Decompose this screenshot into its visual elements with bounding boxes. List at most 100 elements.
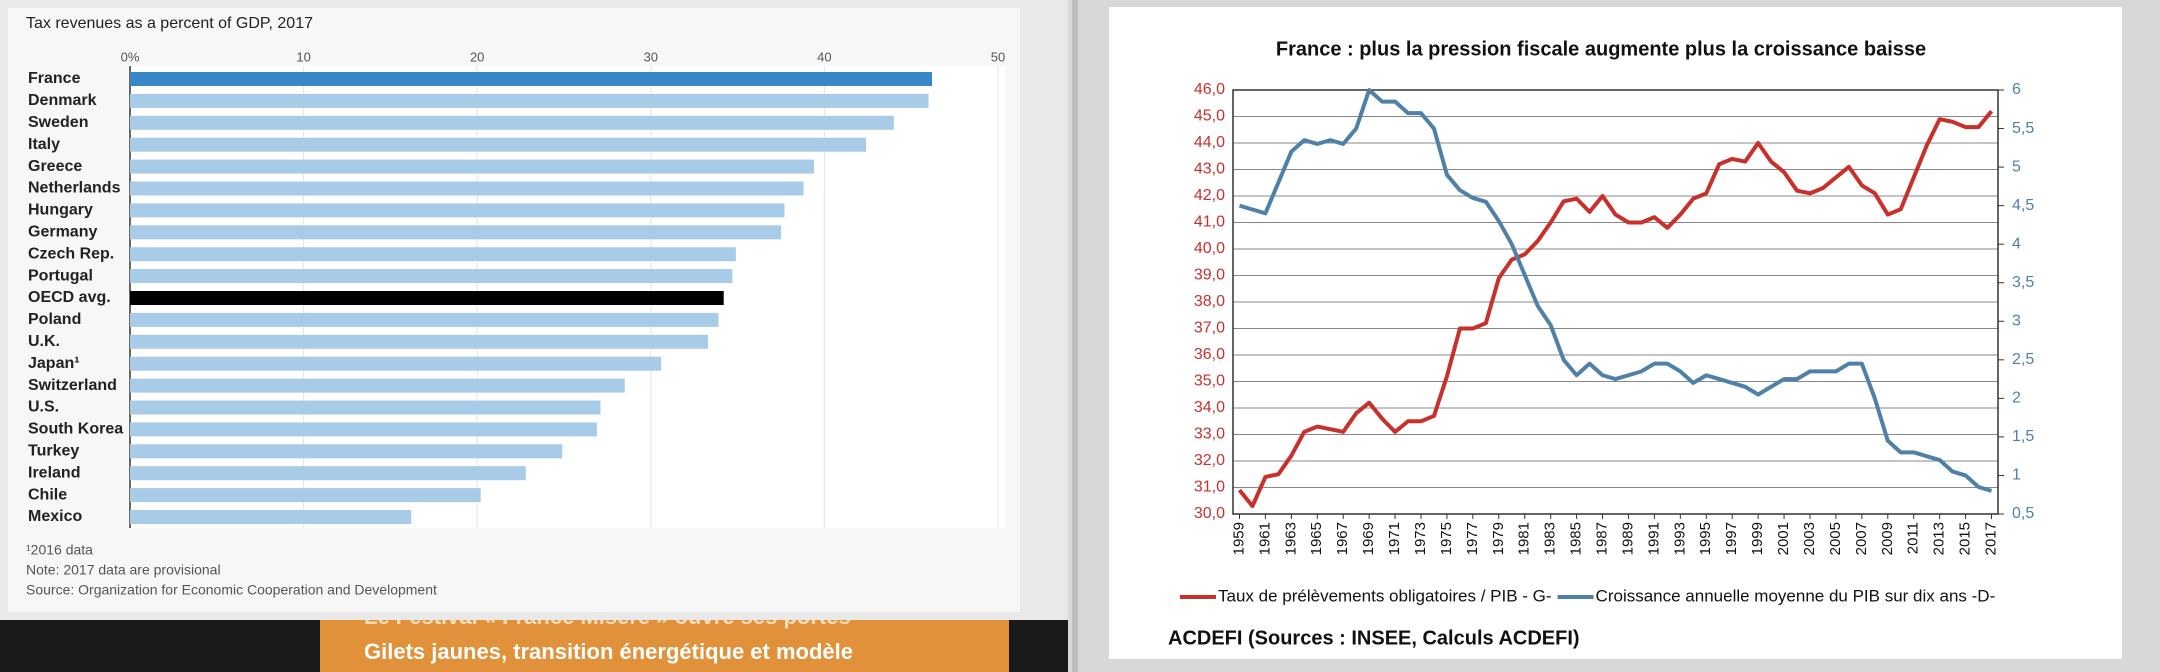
x-tick-label: 1983 <box>1542 522 1559 555</box>
x-tick-label: 1973 <box>1412 522 1429 555</box>
category-label: Greece <box>28 158 82 175</box>
x-tick-label: 10 <box>296 49 310 64</box>
category-label: Chile <box>28 486 67 503</box>
bar <box>130 400 601 415</box>
x-tick-label: 2011 <box>1905 522 1922 554</box>
bar <box>130 115 894 130</box>
category-label: France <box>28 70 81 87</box>
x-tick-label: 2001 <box>1775 522 1792 555</box>
x-tick-label: 30 <box>644 49 658 64</box>
y2-tick-label: 4,5 <box>2012 197 2034 214</box>
line-series <box>1238 88 1993 493</box>
category-label: Czech Rep. <box>28 245 114 262</box>
x-tick-label: 2009 <box>1879 522 1896 555</box>
y2-tick-label: 2 <box>2012 390 2021 407</box>
x-tick-label: 50 <box>991 49 1005 64</box>
bar <box>130 93 929 108</box>
y-tick-label: 40,0 <box>1194 240 1225 257</box>
x-tick-label: 1987 <box>1594 522 1611 555</box>
y-tick-label: 42,0 <box>1194 187 1225 204</box>
x-tick-label: 1965 <box>1308 522 1325 555</box>
x-tick-label: 1995 <box>1697 522 1714 555</box>
x-tick-label: 1981 <box>1516 522 1533 555</box>
legend-label: Taux de prélèvements obligatoires / PIB … <box>1218 586 1552 605</box>
category-label: Mexico <box>28 508 82 525</box>
y-tick-label: 30,0 <box>1194 505 1225 522</box>
x-tick-label: 1997 <box>1723 522 1740 555</box>
y-tick-label: 44,0 <box>1194 134 1225 151</box>
y-tick-label: 43,0 <box>1194 161 1225 178</box>
bar <box>130 488 481 503</box>
category-label: Japan¹ <box>28 355 80 372</box>
x-tick-label: 0% <box>121 49 140 64</box>
y-tick-label: 36,0 <box>1194 346 1225 363</box>
x-tick-label: 1989 <box>1619 522 1636 555</box>
bar <box>130 225 781 240</box>
bar <box>130 510 412 524</box>
x-tick-label: 20 <box>470 49 484 64</box>
x-tick-label: 1975 <box>1438 522 1455 555</box>
x-tick-label: 1967 <box>1334 522 1351 555</box>
y-tick-label: 46,0 <box>1194 81 1225 98</box>
x-tick-label: 1991 <box>1645 522 1662 555</box>
bar <box>130 422 597 437</box>
x-tick-label: 2005 <box>1827 522 1844 555</box>
y-tick-label: 39,0 <box>1194 267 1225 284</box>
y-tick-label: 41,0 <box>1194 214 1225 231</box>
x-tick-label: 2013 <box>1931 522 1948 555</box>
note: Note: 2017 data are provisional <box>26 562 221 578</box>
category-label: Germany <box>28 224 97 241</box>
y-tick-label: 33,0 <box>1194 426 1225 443</box>
category-label: Italy <box>28 136 60 153</box>
category-label: Poland <box>28 311 81 328</box>
x-tick-label: 1977 <box>1464 522 1481 555</box>
subheadline: Gilets jaunes, transition énergétique et… <box>364 639 853 664</box>
y2-tick-label: 5,5 <box>2012 120 2034 137</box>
x-tick-label: 1971 <box>1386 522 1403 555</box>
bar <box>130 72 933 86</box>
category-label: Portugal <box>28 267 93 284</box>
y-tick-label: 45,0 <box>1194 108 1225 125</box>
x-tick-label: 1959 <box>1230 522 1247 555</box>
bar <box>130 269 733 284</box>
bar <box>130 291 724 305</box>
category-label: Switzerland <box>28 377 117 394</box>
x-tick-label: 1993 <box>1671 522 1688 555</box>
category-label: U.S. <box>28 399 59 416</box>
x-tick-label: 40 <box>817 49 831 64</box>
panel-edge <box>1072 0 1078 672</box>
y2-tick-label: 1,5 <box>2012 428 2034 445</box>
category-label: South Korea <box>28 421 123 438</box>
bar <box>130 181 804 196</box>
x-tick-label: 1969 <box>1360 522 1377 555</box>
source: ACDEFI (Sources : INSEE, Calculs ACDEFI) <box>1168 627 1580 649</box>
category-label: Denmark <box>28 92 97 109</box>
y2-tick-label: 1 <box>2012 467 2021 484</box>
bar <box>130 137 867 152</box>
chart-title: Tax revenues as a percent of GDP, 2017 <box>26 15 313 32</box>
bar <box>130 247 736 262</box>
category-label: U.K. <box>28 333 60 350</box>
category-label: Ireland <box>28 464 80 481</box>
bar <box>130 444 563 459</box>
bar <box>130 334 709 349</box>
line-series <box>1237 109 1994 509</box>
category-label: Turkey <box>28 443 79 460</box>
x-tick-label: 1963 <box>1282 522 1299 555</box>
y-tick-label: 38,0 <box>1194 293 1225 310</box>
x-tick-label: 1985 <box>1568 522 1585 555</box>
x-tick-label: 2007 <box>1853 522 1870 555</box>
category-label: Hungary <box>28 202 93 219</box>
y2-tick-label: 3,5 <box>2012 274 2034 291</box>
plot-frame <box>1232 89 1999 515</box>
x-tick-label: 1979 <box>1490 522 1507 555</box>
x-tick-label: 2003 <box>1801 522 1818 555</box>
bar <box>130 312 719 327</box>
bar <box>130 356 662 371</box>
category-label: Sweden <box>28 114 88 131</box>
y2-tick-label: 4 <box>2012 235 2021 252</box>
category-label: OECD avg. <box>28 289 111 306</box>
bar <box>130 203 785 218</box>
y-tick-label: 34,0 <box>1194 399 1225 416</box>
y-tick-label: 35,0 <box>1194 373 1225 390</box>
